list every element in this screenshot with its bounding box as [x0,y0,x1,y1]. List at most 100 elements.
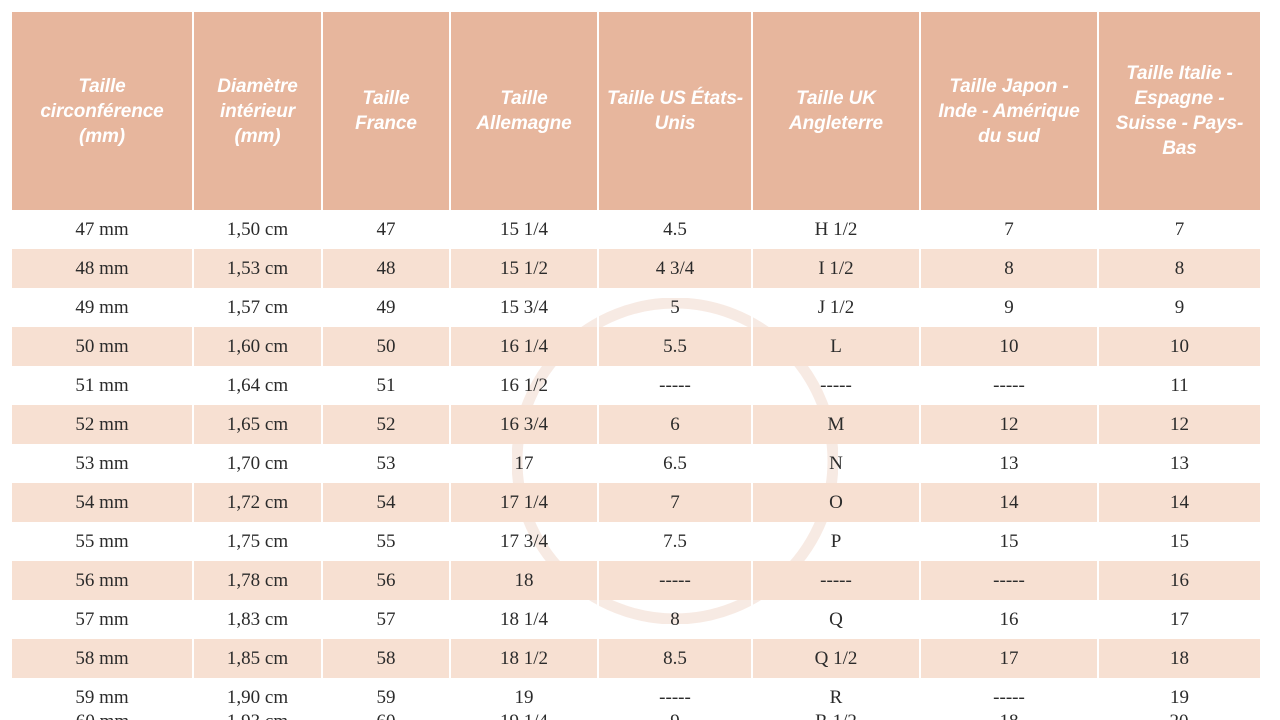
cell-uk: M [751,405,921,444]
cell-germany: 17 [449,444,599,483]
cell-france: 50 [321,327,451,366]
cell-japan-india-south-america: 13 [919,444,1099,483]
cell-italy-spain-switzerland-netherlands: 11 [1097,366,1260,405]
table-row: 52 mm 1,65 cm 52 16 3/4 6 M 12 12 [12,405,1260,444]
cell-circumference: 56 mm [12,561,194,600]
cell-japan-india-south-america: 8 [919,249,1099,288]
partial-cell-uk: R 1/2 [752,710,920,720]
cell-japan-india-south-america: 9 [919,288,1099,327]
cell-italy-spain-switzerland-netherlands: 9 [1097,288,1260,327]
cell-uk: Q [751,600,921,639]
cell-france: 47 [321,210,451,249]
cell-japan-india-south-america: ----- [919,366,1099,405]
cell-inner-diameter: 1,75 cm [192,522,323,561]
cell-inner-diameter: 1,60 cm [192,327,323,366]
cell-us: 6.5 [597,444,753,483]
cell-france: 57 [321,600,451,639]
cell-inner-diameter: 1,65 cm [192,405,323,444]
column-header-circumference: Taille circonférence (mm) [12,12,194,210]
partial-cell-germany: 19 1/4 [450,710,598,720]
cell-italy-spain-switzerland-netherlands: 18 [1097,639,1260,678]
table-body: 47 mm 1,50 cm 47 15 1/4 4.5 H 1/2 7 7 48 mm 1,53 … [12,210,1260,717]
table-row: 58 mm 1,85 cm 58 18 1/2 8.5 Q 1/2 17 18 [12,639,1260,678]
cell-germany: 17 1/4 [449,483,599,522]
cell-japan-india-south-america: 14 [919,483,1099,522]
cell-inner-diameter: 1,64 cm [192,366,323,405]
table-header: Taille circonférence (mm) Diamètre intér… [12,12,1260,210]
cell-france: 51 [321,366,451,405]
cell-circumference: 59 mm [12,678,194,717]
cell-japan-india-south-america: 16 [919,600,1099,639]
column-header-italy-spain-switzerland-netherlands: Taille Italie - Espagne - Suisse - Pays-… [1097,12,1260,210]
cell-circumference: 47 mm [12,210,194,249]
cell-italy-spain-switzerland-netherlands: 12 [1097,405,1260,444]
table-row: 53 mm 1,70 cm 53 17 6.5 N 13 13 [12,444,1260,483]
cell-inner-diameter: 1,70 cm [192,444,323,483]
cell-germany: 15 1/4 [449,210,599,249]
cell-uk: N [751,444,921,483]
cell-japan-india-south-america: 10 [919,327,1099,366]
cell-us: 5 [597,288,753,327]
column-header-japan-india-south-america: Taille Japon - Inde - Amérique du sud [919,12,1099,210]
cell-italy-spain-switzerland-netherlands: 10 [1097,327,1260,366]
cell-uk: O [751,483,921,522]
partial-cell-inner-diameter: 1,93 cm [193,710,322,720]
cell-inner-diameter: 1,50 cm [192,210,323,249]
cell-france: 58 [321,639,451,678]
cell-us: ----- [597,678,753,717]
cell-circumference: 50 mm [12,327,194,366]
cell-circumference: 57 mm [12,600,194,639]
cell-circumference: 52 mm [12,405,194,444]
cell-italy-spain-switzerland-netherlands: 14 [1097,483,1260,522]
cell-italy-spain-switzerland-netherlands: 17 [1097,600,1260,639]
cell-japan-india-south-america: 12 [919,405,1099,444]
cell-us: 8 [597,600,753,639]
table-row: 50 mm 1,60 cm 50 16 1/4 5.5 L 10 10 [12,327,1260,366]
table-row: 54 mm 1,72 cm 54 17 1/4 7 O 14 14 [12,483,1260,522]
cell-us: 6 [597,405,753,444]
table-row: 59 mm 1,90 cm 59 19 ----- R ----- 19 [12,678,1260,717]
cell-inner-diameter: 1,53 cm [192,249,323,288]
table-row-partial: 60 mm1,93 cm6019 1/49R 1/21820 [12,710,1260,720]
cell-us: ----- [597,561,753,600]
cell-italy-spain-switzerland-netherlands: 15 [1097,522,1260,561]
cell-france: 55 [321,522,451,561]
cell-italy-spain-switzerland-netherlands: 19 [1097,678,1260,717]
cell-japan-india-south-america: 15 [919,522,1099,561]
cell-circumference: 48 mm [12,249,194,288]
column-header-germany: Taille Allemagne [449,12,599,210]
ring-size-conversion-table: Taille circonférence (mm) Diamètre intér… [12,12,1260,717]
cell-circumference: 58 mm [12,639,194,678]
column-header-us: Taille US États-Unis [597,12,753,210]
cell-france: 52 [321,405,451,444]
cell-germany: 16 1/2 [449,366,599,405]
cell-japan-india-south-america: ----- [919,561,1099,600]
column-header-inner-diameter: Diamètre intérieur (mm) [192,12,323,210]
cell-japan-india-south-america: ----- [919,678,1099,717]
cell-us: ----- [597,366,753,405]
partial-cell-france: 60 [322,710,450,720]
cell-italy-spain-switzerland-netherlands: 7 [1097,210,1260,249]
cell-germany: 18 1/4 [449,600,599,639]
cell-germany: 16 3/4 [449,405,599,444]
column-header-france: Taille France [321,12,451,210]
table-row: 48 mm 1,53 cm 48 15 1/2 4 3/4 I 1/2 8 8 [12,249,1260,288]
table-row: 49 mm 1,57 cm 49 15 3/4 5 J 1/2 9 9 [12,288,1260,327]
cell-germany: 18 1/2 [449,639,599,678]
cell-us: 7 [597,483,753,522]
cell-uk: H 1/2 [751,210,921,249]
cell-france: 49 [321,288,451,327]
cell-italy-spain-switzerland-netherlands: 13 [1097,444,1260,483]
cell-germany: 15 3/4 [449,288,599,327]
table-row: 47 mm 1,50 cm 47 15 1/4 4.5 H 1/2 7 7 [12,210,1260,249]
cell-uk: J 1/2 [751,288,921,327]
cell-inner-diameter: 1,78 cm [192,561,323,600]
cell-france: 53 [321,444,451,483]
cell-germany: 15 1/2 [449,249,599,288]
cell-us: 8.5 [597,639,753,678]
cell-uk: I 1/2 [751,249,921,288]
cell-us: 7.5 [597,522,753,561]
partial-cell-italy-spain-switzerland-netherlands: 20 [1098,710,1260,720]
cell-germany: 16 1/4 [449,327,599,366]
